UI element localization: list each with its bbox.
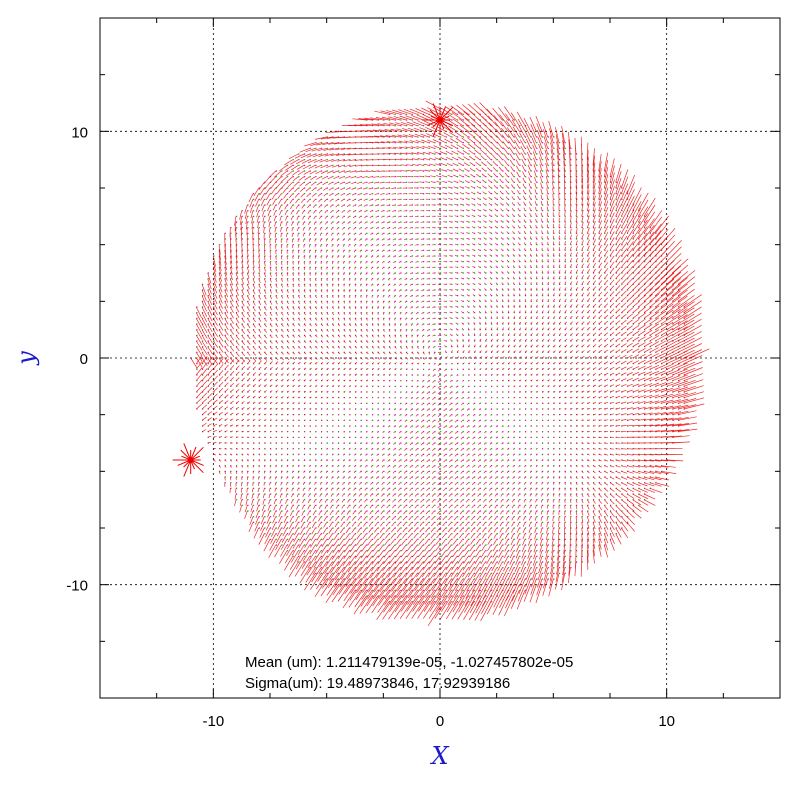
edge-starburst <box>422 103 454 137</box>
stats-mean-annotation: Mean (um): 1.211479139e-05, -1.027457802… <box>245 654 573 671</box>
x-tick-label: 10 <box>658 713 675 730</box>
vector-arrows <box>190 100 710 626</box>
edge-marks <box>172 103 454 477</box>
stats-sigma-annotation: Sigma(um): 19.48973846, 17.92939186 <box>245 675 510 692</box>
x-tick-label: -10 <box>202 713 224 730</box>
tick-labels: -10 0 10 -10 0 10 <box>66 124 675 730</box>
y-tick-label: 10 <box>71 124 88 141</box>
y-tick-label: -10 <box>66 578 88 595</box>
x-axis-title: X <box>429 742 449 770</box>
axis-ticks <box>99 17 781 699</box>
edge-starburst <box>172 443 204 477</box>
y-axis-title: y <box>12 351 40 366</box>
x-tick-label: 0 <box>436 713 444 730</box>
y-tick-label: 0 <box>80 351 88 368</box>
vector-segments <box>190 100 710 626</box>
